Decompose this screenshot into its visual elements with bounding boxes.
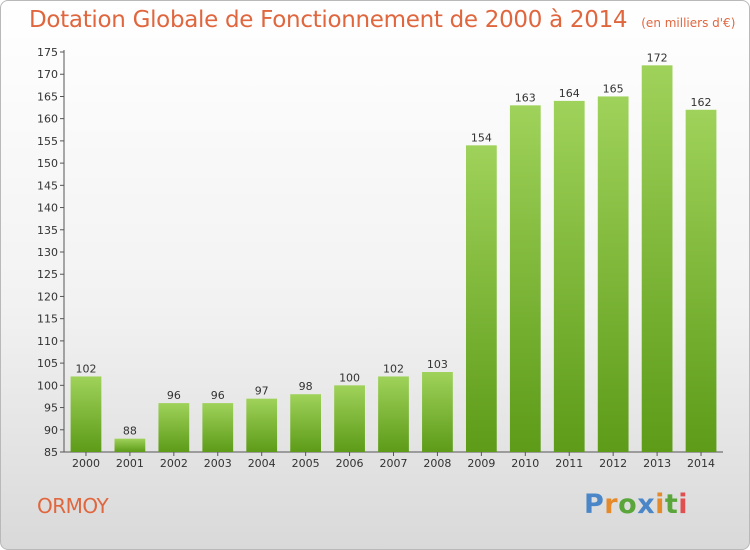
bar-2004: [246, 398, 278, 452]
y-tick-label: 100: [37, 379, 58, 392]
x-tick-label-2007: 2007: [380, 457, 408, 470]
x-tick-label-2014: 2014: [687, 457, 715, 470]
y-tick-label: 110: [37, 335, 58, 348]
commune-name: ORMOY: [37, 494, 109, 518]
y-tick-label: 150: [37, 157, 58, 170]
y-tick-label: 105: [37, 357, 58, 370]
bar-2003: [202, 403, 234, 452]
x-tick-label-2008: 2008: [423, 457, 451, 470]
data-label-2012: 165: [603, 82, 624, 95]
bar-2000: [70, 376, 102, 452]
y-tick-label: 165: [37, 90, 58, 103]
y-tick-label: 95: [44, 402, 58, 415]
chart-title-text: Dotation Globale de Fonctionnement de 20…: [29, 7, 628, 33]
logo-letter: i: [678, 489, 689, 520]
data-label-2005: 98: [299, 380, 313, 393]
data-label-2001: 88: [123, 425, 137, 438]
y-tick-label: 120: [37, 290, 58, 303]
x-tick-label-2002: 2002: [160, 457, 188, 470]
bar-2014: [685, 109, 717, 453]
bar-2005: [290, 394, 322, 452]
y-tick-label: 130: [37, 246, 58, 259]
x-tick-label-2003: 2003: [204, 457, 232, 470]
data-label-2010: 163: [515, 91, 536, 104]
bar-2009: [465, 145, 497, 453]
y-tick-label: 155: [37, 135, 58, 148]
data-label-2004: 97: [255, 385, 269, 398]
proxiti-logo: Proxiti: [584, 489, 688, 520]
x-tick-label-2011: 2011: [555, 457, 583, 470]
bar-2007: [378, 376, 409, 452]
logo-letter: x: [637, 489, 656, 520]
data-label-2007: 102: [383, 362, 404, 375]
data-label-2014: 162: [691, 96, 712, 109]
chart-unit: (en milliers d'€): [641, 16, 736, 30]
bar-2001: [114, 438, 146, 452]
data-label-2006: 100: [339, 371, 360, 384]
bar-2002: [158, 403, 190, 452]
x-tick-label-2010: 2010: [511, 457, 539, 470]
axis-layer: 85 90 95 100 105 110 115 120 125 130 135 140 145 150 1…: [37, 46, 723, 470]
bar-2012: [597, 96, 629, 452]
x-tick-label-2005: 2005: [292, 457, 320, 470]
x-tick-label-2001: 2001: [116, 457, 144, 470]
y-tick-label: 175: [37, 46, 58, 59]
data-label-2009: 154: [471, 131, 492, 144]
y-tick-label: 135: [37, 224, 58, 237]
logo-letter: i: [655, 489, 665, 520]
x-tick-label-2000: 2000: [72, 457, 100, 470]
y-tick-label: 170: [37, 68, 58, 81]
chart-title: Dotation Globale de Fonctionnement de 20…: [29, 7, 735, 33]
y-tick-label: 90: [44, 424, 58, 437]
bar-2010: [509, 105, 541, 452]
bar-2011: [553, 100, 585, 452]
x-tick-label-2012: 2012: [599, 457, 627, 470]
bar-2013: [641, 65, 673, 452]
bar-layer: 102 88 96 96 97 98 100 102 103 154 163 164 165 172 162: [70, 51, 717, 453]
y-tick-label: 85: [44, 446, 58, 459]
data-label-2003: 96: [211, 389, 225, 402]
y-tick-label: 125: [37, 268, 58, 281]
x-tick-label-2009: 2009: [467, 457, 495, 470]
y-tick-label: 145: [37, 179, 58, 192]
x-tick-label-2006: 2006: [336, 457, 364, 470]
data-label-2011: 164: [559, 87, 580, 100]
x-tick-label-2013: 2013: [643, 457, 671, 470]
logo-letter: t: [664, 489, 679, 520]
logo-letter: o: [618, 489, 638, 520]
data-label-2002: 96: [167, 389, 181, 402]
bar-2006: [334, 385, 365, 452]
y-tick-label: 140: [37, 202, 58, 215]
logo-letter: r: [604, 489, 619, 520]
data-label-2013: 172: [647, 51, 668, 64]
x-tick-label-2004: 2004: [248, 457, 276, 470]
y-tick-label: 160: [37, 113, 58, 126]
bar-2008: [422, 372, 453, 452]
y-tick-label: 115: [37, 313, 58, 326]
logo-letter: P: [584, 489, 605, 520]
data-label-2000: 102: [75, 362, 96, 375]
data-label-2008: 103: [427, 358, 448, 371]
